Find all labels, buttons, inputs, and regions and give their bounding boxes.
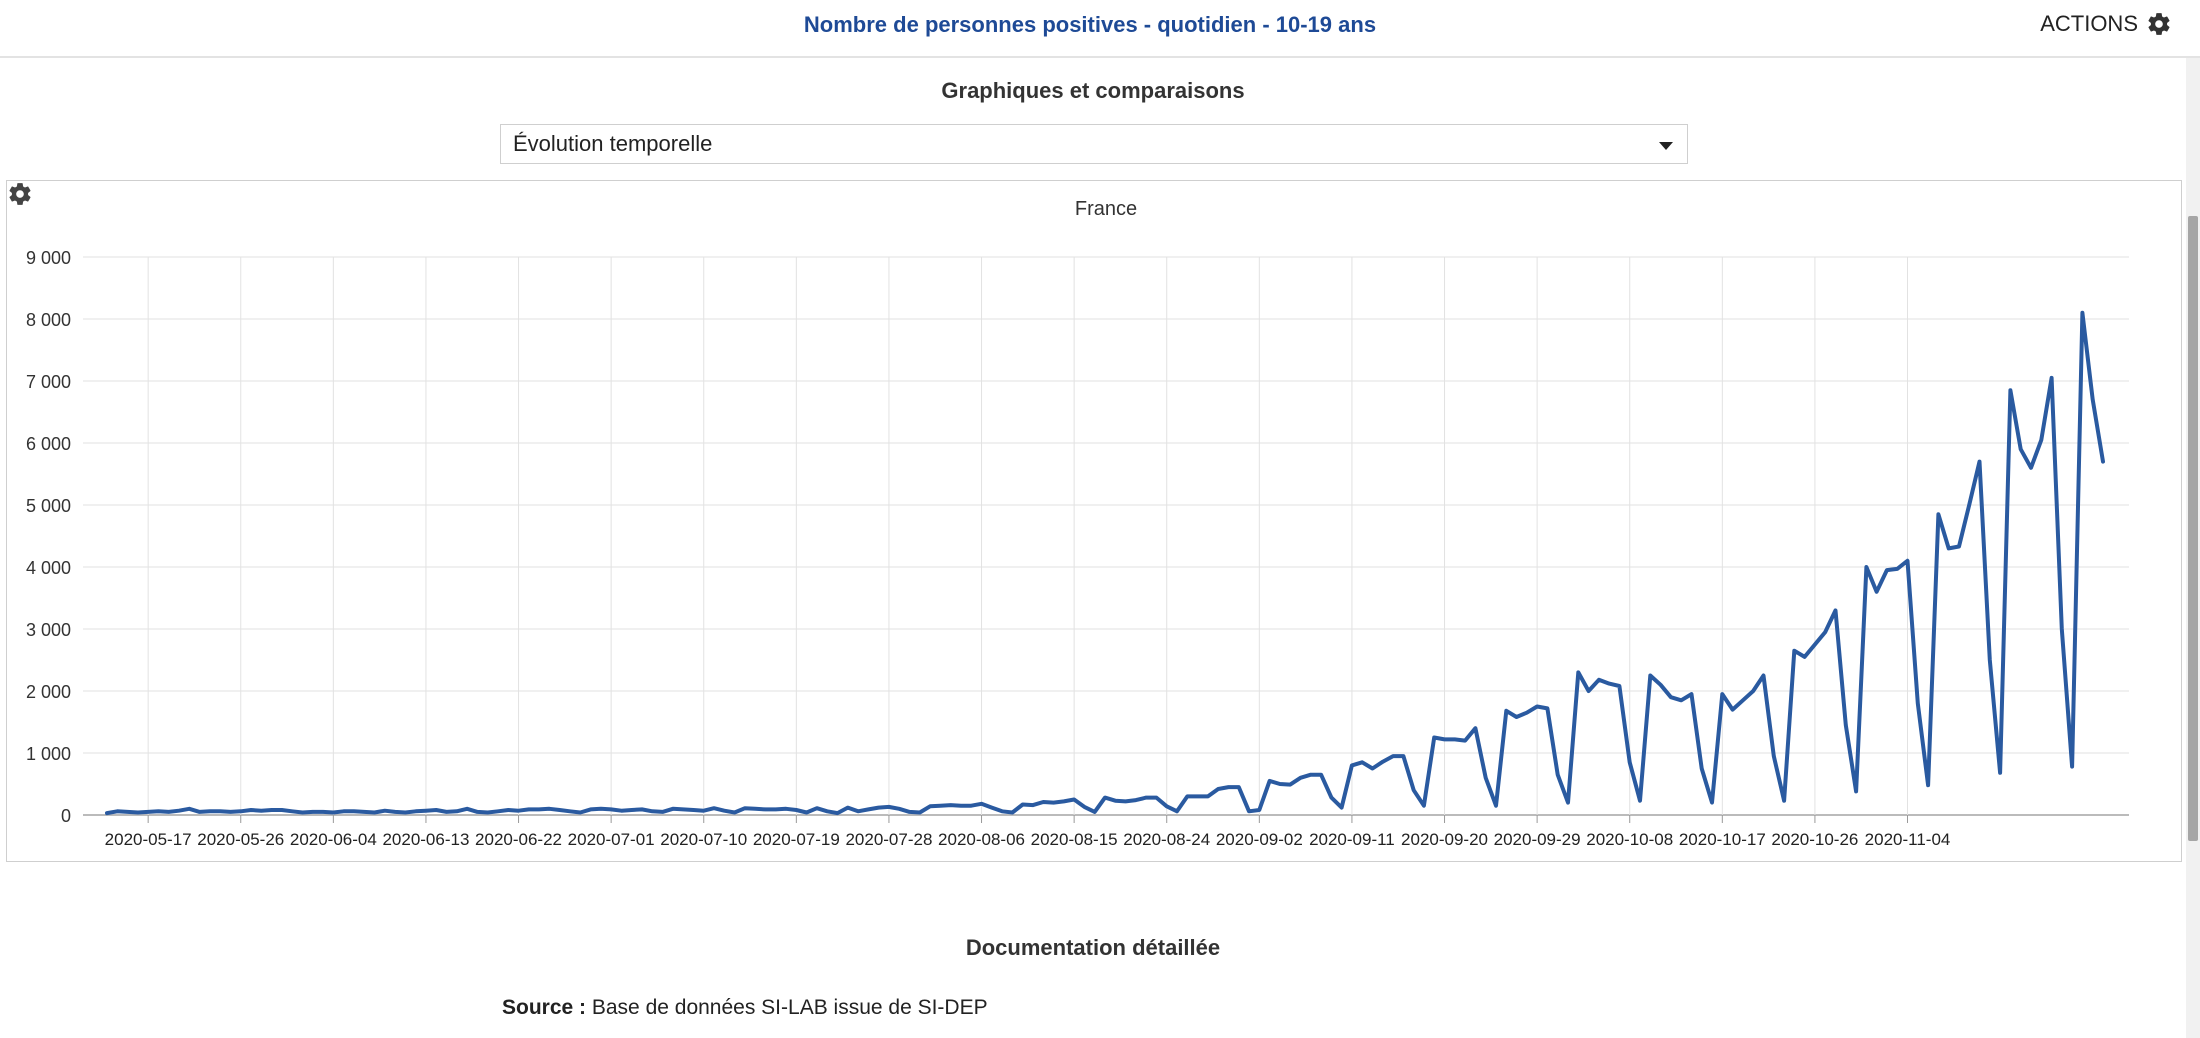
x-tick-label: 2020-08-06	[938, 830, 1025, 849]
series-line	[105, 310, 2105, 816]
y-tick-label: 0	[61, 806, 71, 826]
x-tick-label: 2020-06-13	[382, 830, 469, 849]
page-scrollbar[interactable]	[2186, 58, 2200, 1038]
source-label: Source :	[502, 996, 587, 1019]
x-tick-label: 2020-07-28	[845, 830, 932, 849]
page-title: Nombre de personnes positives - quotidie…	[803, 12, 1377, 37]
chart-panel: France 0 1 000 2 000 3 000 4 000 5 000 6 000 7 0…	[6, 180, 2182, 862]
actions-button[interactable]: ACTIONS	[2040, 11, 2172, 37]
documentation-title: Documentation détaillée	[965, 935, 1221, 960]
chart-type-selected: Évolution temporelle	[513, 131, 713, 156]
x-tick-label: 2020-09-11	[1309, 830, 1395, 849]
x-tick-label: 2020-06-22	[475, 830, 562, 849]
x-tick-label: 2020-10-26	[1771, 830, 1858, 849]
source-line: Source : Base de données SI-LAB issue de…	[502, 996, 988, 1020]
chart-title: France	[1075, 198, 1137, 220]
x-tick-label: 2020-09-02	[1216, 830, 1303, 849]
y-tick-label: 4 000	[26, 558, 71, 578]
chevron-down-icon	[1659, 142, 1673, 150]
x-tick-label: 2020-11-04	[1865, 830, 1951, 849]
x-tick-label: 2020-07-01	[568, 830, 655, 849]
y-tick-label: 9 000	[26, 248, 71, 268]
y-tick-label: 6 000	[26, 434, 71, 454]
x-tick-label: 2020-06-04	[290, 830, 377, 849]
gear-icon	[2148, 13, 2170, 35]
x-tick-label: 2020-07-10	[660, 830, 747, 849]
x-tick-label: 2020-07-19	[753, 830, 840, 849]
scrollbar-thumb[interactable]	[2188, 216, 2198, 841]
top-bar: Nombre de personnes positives - quotidie…	[0, 0, 2200, 58]
section-title: Graphiques et comparaisons	[941, 78, 1245, 103]
line-chart: France 0 1 000 2 000 3 000 4 000 5 000 6 000 7 0…	[26, 198, 2129, 849]
actions-label: ACTIONS	[2040, 11, 2138, 36]
y-tick-label: 3 000	[26, 620, 71, 640]
x-tick-label: 2020-09-20	[1401, 830, 1488, 849]
source-text: Base de données SI-LAB issue de SI-DEP	[591, 996, 988, 1019]
x-tick-label: 2020-08-24	[1123, 830, 1210, 849]
x-tick-label: 2020-05-26	[197, 830, 284, 849]
y-tick-label: 5 000	[26, 496, 71, 516]
x-tick-label: 2020-09-29	[1494, 830, 1581, 849]
y-tick-label: 7 000	[26, 372, 71, 392]
x-tick-label: 2020-10-08	[1586, 830, 1673, 849]
chart-settings-icon[interactable]	[7, 181, 33, 207]
y-tick-label: 1 000	[26, 744, 71, 764]
y-tick-label: 8 000	[26, 310, 71, 330]
x-tick-label: 2020-10-17	[1679, 830, 1766, 849]
chart-type-select[interactable]: Évolution temporelle	[500, 124, 1688, 164]
x-tick-label: 2020-08-15	[1031, 830, 1118, 849]
x-tick-label: 2020-05-17	[105, 830, 192, 849]
y-tick-label: 2 000	[26, 682, 71, 702]
